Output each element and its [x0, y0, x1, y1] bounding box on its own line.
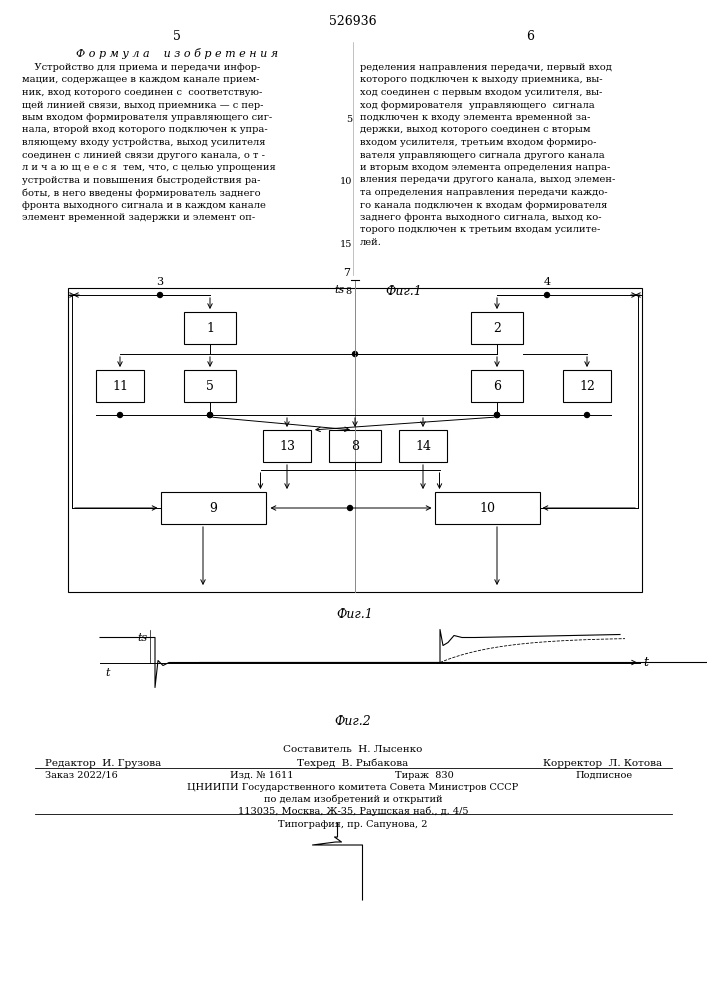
Text: 11: 11: [112, 379, 128, 392]
Text: Корректор  Л. Котова: Корректор Л. Котова: [543, 759, 662, 768]
Text: 13: 13: [279, 440, 295, 452]
Text: ник, вход которого соединен с  соответствую-: ник, вход которого соединен с соответств…: [22, 88, 262, 97]
Text: 9: 9: [209, 502, 217, 514]
Text: 15: 15: [339, 240, 352, 249]
Text: Заказ 2022/16: Заказ 2022/16: [45, 771, 118, 780]
Bar: [399, 430, 447, 462]
Text: Подписное: Подписное: [575, 771, 632, 780]
Text: Редактор  И. Грузова: Редактор И. Грузова: [45, 759, 161, 768]
Text: ts: ts: [138, 633, 148, 643]
Text: 5: 5: [206, 379, 214, 392]
Text: вляющему входу устройства, выход усилителя: вляющему входу устройства, выход усилите…: [22, 138, 266, 147]
Text: 8: 8: [346, 288, 352, 296]
Bar: [160, 492, 266, 524]
Text: л и ч а ю щ е е с я  тем, что, с целью упрощения: л и ч а ю щ е е с я тем, что, с целью уп…: [22, 163, 276, 172]
Text: вателя управляющего сигнала другого канала: вателя управляющего сигнала другого кана…: [360, 150, 604, 159]
Text: соединен с линией связи другого канала, о т -: соединен с линией связи другого канала, …: [22, 150, 265, 159]
Text: вления передачи другого канала, выход элемен-: вления передачи другого канала, выход эл…: [360, 176, 615, 184]
Text: Составитель  Н. Лысенко: Составитель Н. Лысенко: [284, 745, 423, 754]
Bar: [263, 430, 311, 462]
Text: фронта выходного сигнала и в каждом канале: фронта выходного сигнала и в каждом кана…: [22, 200, 266, 210]
Text: 10: 10: [339, 177, 352, 186]
Text: нала, второй вход которого подключен к упра-: нала, второй вход которого подключен к у…: [22, 125, 268, 134]
Text: 4: 4: [544, 277, 551, 287]
Text: Техред  В. Рыбакова: Техред В. Рыбакова: [298, 759, 409, 768]
Text: ределения направления передачи, первый вход: ределения направления передачи, первый в…: [360, 63, 612, 72]
Text: элемент временной задержки и элемент оп-: элемент временной задержки и элемент оп-: [22, 213, 255, 222]
Text: заднего фронта выходного сигнала, выход ко-: заднего фронта выходного сигнала, выход …: [360, 213, 602, 222]
Text: и вторым входом элемента определения напра-: и вторым входом элемента определения нап…: [360, 163, 610, 172]
Circle shape: [353, 352, 358, 357]
Bar: [563, 370, 611, 402]
Text: вым входом формирователя управляющего сиг-: вым входом формирователя управляющего си…: [22, 113, 272, 122]
Text: 1: 1: [206, 322, 214, 334]
Bar: [96, 370, 144, 402]
Text: входом усилителя, третьим входом формиро-: входом усилителя, третьим входом формиро…: [360, 138, 597, 147]
Text: ts: ts: [334, 285, 345, 295]
Bar: [471, 312, 523, 344]
Text: ход формирователя  управляющего  сигнала: ход формирователя управляющего сигнала: [360, 101, 595, 109]
Circle shape: [207, 412, 213, 418]
Text: держки, выход которого соединен с вторым: держки, выход которого соединен с вторым: [360, 125, 590, 134]
Circle shape: [207, 412, 213, 418]
Text: Изд. № 1611: Изд. № 1611: [230, 771, 293, 780]
Bar: [471, 370, 523, 402]
Text: Фиг.1: Фиг.1: [385, 285, 422, 298]
Text: лей.: лей.: [360, 238, 382, 247]
Text: Тираж  830: Тираж 830: [395, 771, 454, 780]
Bar: [329, 430, 381, 462]
Text: которого подключен к выходу приемника, вы-: которого подключен к выходу приемника, в…: [360, 76, 602, 85]
Text: t: t: [643, 656, 648, 669]
Text: устройства и повышения быстродействия ра-: устройства и повышения быстродействия ра…: [22, 176, 260, 185]
Text: 3: 3: [156, 277, 163, 287]
Text: 526936: 526936: [329, 15, 377, 28]
Bar: [184, 370, 236, 402]
Text: ход соединен с первым входом усилителя, вы-: ход соединен с первым входом усилителя, …: [360, 88, 602, 97]
Text: 14: 14: [415, 440, 431, 452]
Text: та определения направления передачи каждо-: та определения направления передачи кажд…: [360, 188, 607, 197]
Text: 12: 12: [579, 379, 595, 392]
Text: Типография, пр. Сапунова, 2: Типография, пр. Сапунова, 2: [279, 820, 428, 829]
Text: 6: 6: [493, 379, 501, 392]
Bar: [184, 312, 236, 344]
Circle shape: [544, 292, 549, 298]
Text: 10: 10: [479, 502, 495, 514]
Text: Ф о р м у л а    и з о б р е т е н и я: Ф о р м у л а и з о б р е т е н и я: [76, 48, 278, 59]
Circle shape: [158, 292, 163, 298]
Text: 8: 8: [351, 440, 359, 452]
Text: Фиг.1: Фиг.1: [337, 608, 373, 621]
Text: 6: 6: [526, 30, 534, 43]
Circle shape: [348, 506, 353, 510]
Text: 5: 5: [346, 115, 352, 124]
Text: щей линией связи, выход приемника — с пер-: щей линией связи, выход приемника — с пе…: [22, 101, 264, 109]
Text: ЦНИИПИ Государственного комитета Совета Министров СССР: ЦНИИПИ Государственного комитета Совета …: [187, 783, 519, 792]
Text: t: t: [105, 668, 110, 678]
Circle shape: [585, 412, 590, 418]
Text: мации, содержащее в каждом канале прием-: мации, содержащее в каждом канале прием-: [22, 76, 259, 85]
Text: подключен к входу элемента временной за-: подключен к входу элемента временной за-: [360, 113, 590, 122]
Bar: [435, 492, 539, 524]
Text: Устройство для приема и передачи инфор-: Устройство для приема и передачи инфор-: [22, 63, 260, 72]
Text: го канала подключен к входам формирователя: го канала подключен к входам формировате…: [360, 200, 607, 210]
Text: 2: 2: [493, 322, 501, 334]
Circle shape: [494, 412, 500, 418]
Circle shape: [494, 412, 500, 418]
Text: торого подключен к третьим входам усилите-: торого подключен к третьим входам усилит…: [360, 226, 600, 234]
Text: 113035, Москва, Ж-35, Раушская наб., д. 4/5: 113035, Москва, Ж-35, Раушская наб., д. …: [238, 807, 468, 816]
Bar: [68, 288, 642, 592]
Text: Фиг.2: Фиг.2: [334, 715, 371, 728]
Text: по делам изобретений и открытий: по делам изобретений и открытий: [264, 795, 443, 804]
Text: боты, в него введены формирователь заднего: боты, в него введены формирователь задне…: [22, 188, 261, 198]
Text: 7: 7: [343, 268, 350, 278]
Circle shape: [117, 412, 122, 418]
Text: 5: 5: [173, 30, 181, 43]
